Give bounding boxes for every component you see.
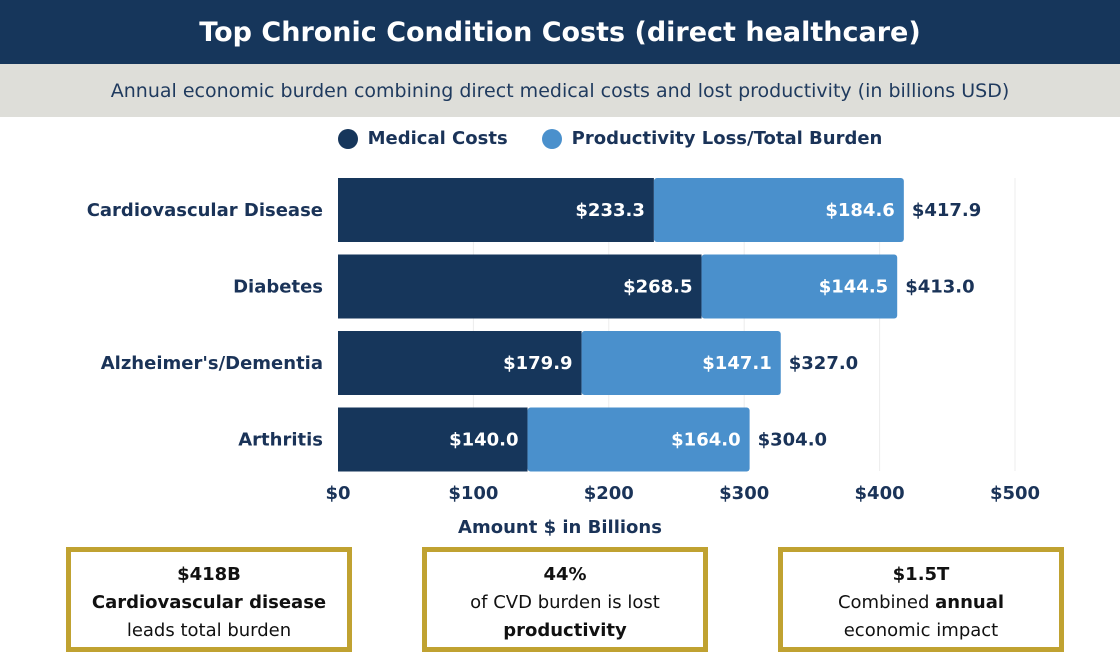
- bar-segment-productivity: [701, 254, 898, 319]
- callout-value: $1.5T: [892, 564, 950, 585]
- callout-text: Cardiovascular disease: [91, 592, 327, 613]
- legend-label: Productivity Loss/Total Burden: [571, 128, 883, 149]
- bar-value-label: $144.5: [819, 277, 888, 298]
- callout-combined-impact: $1.5T Combined annual economic impact: [778, 547, 1064, 652]
- bar-chart: $0 $100 $200 $300 $400 $500 Amount $ in Billio…: [87, 178, 1040, 538]
- bar-value-label: $233.3: [575, 200, 644, 221]
- chart-subtitle: Annual economic burden combining direct …: [0, 64, 1120, 117]
- legend-item-productivity: Productivity Loss/Total Burden: [541, 128, 883, 149]
- bar-segment-medical: [338, 331, 582, 395]
- bar-segment-medical: [338, 254, 702, 319]
- callout-text: of CVD burden is lost: [470, 592, 660, 613]
- bar-value-label: $164.0: [671, 430, 740, 451]
- category-label: Diabetes: [233, 277, 323, 298]
- bar-segment-medical: [338, 178, 654, 242]
- bar-segment-productivity: [527, 407, 750, 472]
- category-label: Cardiovascular Disease: [87, 200, 323, 221]
- bar-value-label: $268.5: [623, 277, 692, 298]
- callout-cvd-productivity: 44% of CVD burden is lost productivity: [422, 547, 708, 652]
- callout-text: Combined: [837, 592, 936, 613]
- bar-segment-productivity: [581, 331, 781, 395]
- bar-value-label: $140.0: [449, 430, 518, 451]
- legend-label: Medical Costs: [367, 128, 508, 149]
- x-tick-label: $300: [719, 483, 769, 504]
- x-tick-label: $400: [855, 483, 905, 504]
- legend: Medical Costs Productivity Loss/Total Bu…: [0, 128, 1120, 149]
- bar-total-label: $327.0: [789, 353, 858, 374]
- callout-text: productivity: [503, 620, 627, 641]
- callout-value: $418B: [177, 564, 241, 585]
- bar-value-label: $184.6: [825, 200, 894, 221]
- bar-segment-productivity: [653, 178, 904, 242]
- category-label: Arthritis: [238, 430, 323, 451]
- callout-value: 44%: [543, 564, 587, 585]
- bar-total-label: $417.9: [912, 200, 981, 221]
- callout-text: leads total burden: [126, 620, 292, 641]
- x-tick-label: $0: [325, 483, 350, 504]
- bar-total-label: $413.0: [905, 277, 974, 298]
- legend-swatch-productivity: [541, 128, 562, 149]
- bar-segment-medical: [338, 407, 528, 472]
- x-tick-label: $100: [448, 483, 498, 504]
- category-label: Alzheimer's/Dementia: [101, 353, 323, 374]
- bar-value-label: $147.1: [702, 353, 771, 374]
- legend-item-medical: Medical Costs: [337, 128, 508, 149]
- bar-value-label: $179.9: [503, 353, 572, 374]
- legend-swatch-medical: [337, 128, 358, 149]
- callout-text: economic impact: [843, 620, 999, 641]
- bar-total-label: $304.0: [758, 430, 827, 451]
- x-tick-label: $500: [990, 483, 1040, 504]
- callout-cvd-total: $418B Cardiovascular disease leads total…: [66, 547, 352, 652]
- x-axis-label: Amount $ in Billions: [458, 517, 662, 538]
- x-tick-label: $200: [584, 483, 634, 504]
- callout-text: annual: [935, 592, 1005, 613]
- chart-title: Top Chronic Condition Costs (direct heal…: [0, 0, 1120, 64]
